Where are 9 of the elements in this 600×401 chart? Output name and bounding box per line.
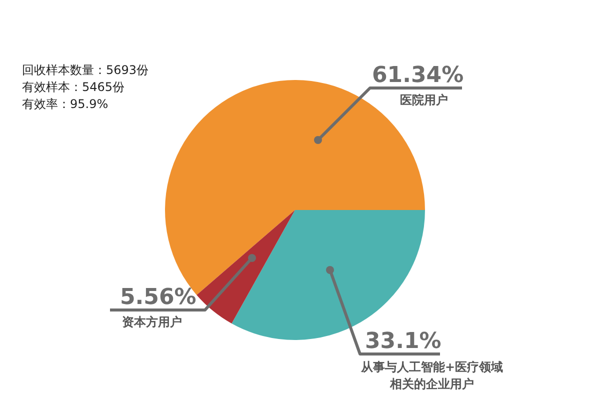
text: 回收样本数量：5693份 — [22, 62, 149, 79]
text: 有效率：95.9% — [22, 96, 110, 113]
data-label: 61.34% — [372, 63, 464, 88]
text: 有效样本：5465份 — [22, 79, 126, 96]
data-label: 33.1% — [365, 329, 442, 354]
slice-label: 从事与人工智能+医疗领域相关的企业用户 — [360, 360, 504, 391]
data-label: 5.56% — [120, 285, 196, 310]
slice-label: 资本方用户 — [122, 315, 182, 329]
slice-label: 医院用户 — [400, 93, 448, 107]
